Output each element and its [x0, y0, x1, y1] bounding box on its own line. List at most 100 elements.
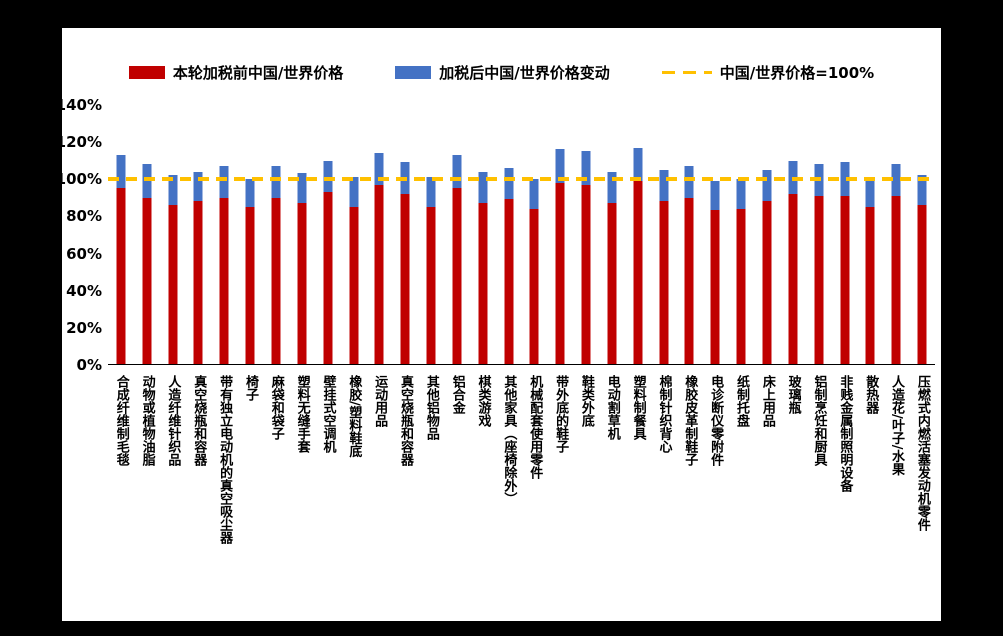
bar-slot	[186, 105, 212, 364]
legend-label-change: 加税后中国/世界价格变动	[439, 64, 610, 82]
x-axis-label-slot: 带外底的鞋子	[547, 375, 573, 615]
y-axis-tick-label: 20%	[66, 318, 102, 337]
bar-change-segment	[142, 164, 152, 198]
bar-slot	[677, 105, 703, 364]
bar-slot	[780, 105, 806, 364]
x-axis-label: 麻袋和袋子	[268, 375, 284, 440]
bar-change-segment	[426, 177, 436, 207]
x-axis-label-slot: 床上用品	[754, 375, 780, 615]
bar-change-segment	[168, 175, 178, 205]
x-axis-label: 橡胶皮革制鞋子	[682, 375, 698, 466]
bar-before-segment	[193, 201, 203, 364]
bar-before-segment	[271, 197, 281, 364]
bar-before-segment	[219, 197, 229, 364]
x-axis-label: 真空烧瓶和容器	[191, 375, 207, 466]
x-axis-label: 其他家具（座椅除外）	[501, 375, 517, 505]
bar-slot	[134, 105, 160, 364]
bar-change-segment	[607, 171, 617, 204]
bar-slot	[341, 105, 367, 364]
bar-before-segment	[607, 203, 617, 364]
x-axis-label-slot: 鞋类外底	[573, 375, 599, 615]
reference-line-100	[108, 177, 935, 181]
x-axis-label-slot: 动物或植物油脂	[134, 375, 160, 615]
x-axis-label: 棉制针织背心	[656, 375, 672, 453]
bar-slot	[160, 105, 186, 364]
bar-change-segment	[297, 173, 307, 204]
x-axis-label: 棋类游戏	[475, 375, 491, 427]
bar-change-segment	[219, 166, 229, 198]
legend-swatch-change	[395, 66, 432, 79]
bar-slot	[496, 105, 522, 364]
bar-before-segment	[323, 191, 333, 364]
x-axis-label-slot: 橡胶皮革制鞋子	[677, 375, 703, 615]
x-axis-label: 非贱金属制照明设备	[837, 375, 853, 492]
x-axis-label: 床上用品	[759, 375, 775, 427]
bar-slot	[366, 105, 392, 364]
bar-slot	[237, 105, 263, 364]
x-axis-label-slot: 运动用品	[366, 375, 392, 615]
x-axis-label-slot: 棉制针织背心	[651, 375, 677, 615]
x-axis-label-slot: 铝制烹饪和厨具	[806, 375, 832, 615]
bar-before-segment	[452, 188, 462, 364]
bar-before-segment	[504, 199, 514, 364]
bar-before-segment	[478, 203, 488, 364]
bar-change-segment	[865, 177, 875, 207]
y-axis-tick-label: 80%	[66, 207, 102, 226]
x-axis-label: 运动用品	[372, 375, 388, 427]
x-axis-label: 鞋类外底	[578, 375, 594, 427]
bar-before-segment	[684, 197, 694, 364]
x-axis-label-slot: 玻璃瓶	[780, 375, 806, 615]
bar-before-segment	[529, 208, 539, 364]
x-axis-label: 其他铝物品	[423, 375, 439, 440]
bar-slot	[806, 105, 832, 364]
bar-before-segment	[633, 180, 643, 364]
x-axis-label: 压燃式内燃活塞发动机零件	[914, 375, 930, 531]
bar-change-segment	[116, 154, 126, 189]
y-axis-tick-label: 100%	[55, 170, 102, 189]
bar-slot	[883, 105, 909, 364]
x-axis-label: 椅子	[242, 375, 258, 401]
x-axis-label-slot: 真空烧瓶和容器	[392, 375, 418, 615]
legend-swatch-before	[128, 66, 165, 79]
x-axis-label-slot: 铝合金	[444, 375, 470, 615]
bar-before-segment	[736, 208, 746, 364]
bar-before-segment	[168, 204, 178, 364]
bar-before-segment	[555, 182, 565, 364]
bar-slot	[470, 105, 496, 364]
legend-label-reference-line: 中国/世界价格=100%	[719, 64, 875, 82]
x-axis-label: 带外底的鞋子	[553, 375, 569, 453]
chart-panel: 本轮加税前中国/世界价格 加税后中国/世界价格变动 中国/世界价格=100% 0…	[56, 28, 941, 621]
x-axis-label-slot: 椅子	[237, 375, 263, 615]
bar-slot	[108, 105, 134, 364]
bar-slot	[418, 105, 444, 364]
bar-slot	[211, 105, 237, 364]
x-axis-label-slot: 散热器	[857, 375, 883, 615]
y-axis-tick-label: 0%	[76, 356, 102, 374]
x-axis-labels: 合成纤维制毛毯 动物或植物油脂 人造纤维针织品 真空烧瓶和容器 带有独立电动机的真空吸尘…	[108, 375, 935, 615]
bar-slot	[728, 105, 754, 364]
bar-change-segment	[245, 179, 255, 207]
x-axis-label-slot: 塑料无缝手套	[289, 375, 315, 615]
bar-change-segment	[271, 166, 281, 198]
x-axis-label-slot: 塑料制餐具	[625, 375, 651, 615]
plot-area	[108, 105, 935, 365]
bar-before-segment	[245, 206, 255, 364]
bar-change-segment	[684, 166, 694, 198]
bar-change-segment	[659, 169, 669, 202]
legend-item-reference-line: 中国/世界价格=100%	[661, 62, 875, 83]
bar-before-segment	[581, 184, 591, 364]
bar-change-segment	[529, 179, 539, 209]
x-axis-label: 散热器	[863, 375, 879, 414]
legend-label-before: 本轮加税前中国/世界价格	[172, 64, 344, 82]
bar-change-segment	[788, 160, 798, 194]
bar-slot	[522, 105, 548, 364]
bar-before-segment	[840, 195, 850, 364]
x-axis-label: 橡胶/塑料鞋底	[346, 375, 362, 458]
x-axis-label: 塑料无缝手套	[294, 375, 310, 453]
legend-item-before: 本轮加税前中国/世界价格	[128, 62, 344, 83]
bar-change-segment	[633, 147, 643, 181]
bar-change-segment	[374, 153, 384, 185]
bar-change-segment	[323, 160, 333, 192]
legend-swatch-reference-line	[661, 70, 712, 75]
x-axis-label: 铝合金	[449, 375, 465, 414]
